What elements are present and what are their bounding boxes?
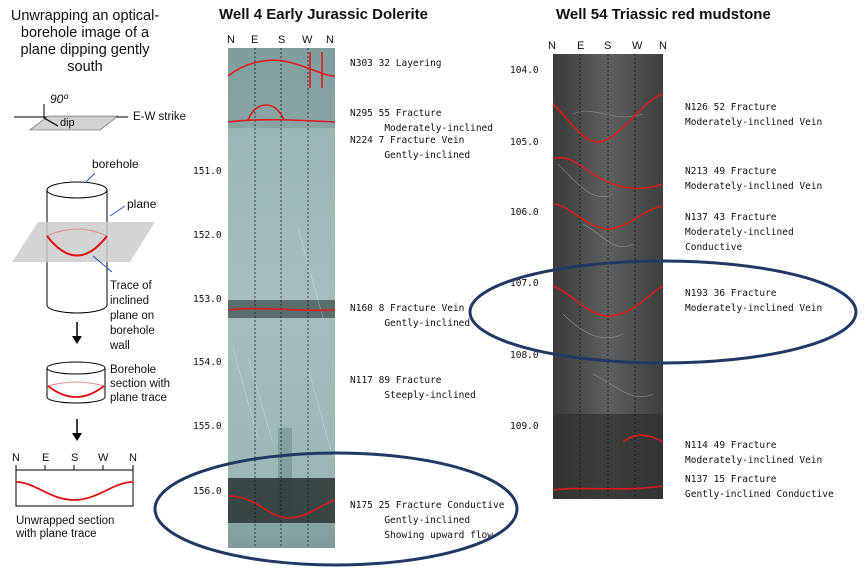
annotation: N303 32 Layering [350, 58, 442, 69]
borehole-label: borehole [92, 157, 139, 171]
depth-label: 151.0 [193, 166, 222, 177]
unwrapped-label: Unwrapped section with plane trace [16, 515, 115, 540]
arrow-down-icon [72, 322, 82, 344]
well4-trace-steep [309, 52, 323, 88]
annotation: N117 89 Fracture Steeply-inclined [350, 375, 476, 401]
compass-s: S [278, 34, 286, 46]
well4-trace-vein [228, 118, 335, 123]
compass-e: E [577, 40, 585, 52]
dip-label: dip [60, 117, 75, 129]
compass-n: N [129, 452, 137, 464]
well54-trace-vein [622, 434, 663, 443]
depth-label: 105.0 [510, 137, 539, 148]
annotation: N193 36 Fracture Moderately-inclined Vei… [685, 288, 823, 314]
borehole-section [46, 361, 106, 404]
depth-label: 156.0 [193, 486, 222, 497]
compass-n: N [12, 452, 20, 464]
depth-label: 104.0 [510, 65, 539, 76]
depth-label: 154.0 [193, 357, 222, 368]
compass-e: E [251, 34, 259, 46]
intro-diagram [12, 104, 155, 507]
compass-s: S [71, 452, 79, 464]
compass-w: W [302, 34, 313, 46]
intro-title: Unwrapping an optical-borehole image of … [10, 8, 160, 75]
compass-s: S [604, 40, 612, 52]
well54-trace-conductive [553, 485, 663, 491]
well54-trace-vein [553, 156, 663, 190]
well54-trace-vein [553, 93, 663, 143]
strike-dip-symbol [14, 104, 128, 131]
annotation: N213 49 Fracture Moderately-inclined Vei… [685, 166, 823, 192]
annotation: N137 43 Fracture Moderately-inclined Con… [685, 212, 794, 253]
strike-label: E-W strike [133, 111, 187, 123]
well54-trace-conductive [553, 203, 663, 230]
well4-trace-vein [228, 307, 335, 312]
trace-label: Trace of inclined plane on borehole wall [110, 280, 155, 352]
depth-label: 109.0 [510, 421, 539, 432]
compass-n: N [227, 34, 235, 46]
depth-label: 152.0 [193, 230, 222, 241]
angle-label: 90º [50, 92, 68, 106]
annotation: N224 7 Fracture Vein Gently-inclined [350, 135, 471, 161]
annotation: N126 52 Fracture Moderately-inclined Vei… [685, 102, 823, 128]
depth-label: 155.0 [193, 421, 222, 432]
compass-n: N [326, 34, 334, 46]
well4-borehole-image [228, 48, 335, 548]
compass-n: N [659, 40, 667, 52]
compass-e: E [42, 452, 50, 464]
depth-label: 153.0 [193, 294, 222, 305]
plane-label: plane [127, 197, 157, 211]
depth-label: 106.0 [510, 207, 539, 218]
compass-w: W [98, 452, 109, 464]
depth-label: 108.0 [510, 350, 539, 361]
depth-label: 107.0 [510, 278, 539, 289]
borehole-cylinder [12, 172, 155, 314]
compass-w: W [632, 40, 643, 52]
annotation: N137 15 Fracture Gently-inclined Conduct… [685, 474, 834, 500]
section-label: Borehole section with plane trace [110, 364, 171, 404]
annotation: N160 8 Fracture Vein Gently-inclined [350, 303, 471, 329]
unwrapped-section [15, 465, 134, 507]
annotation: N175 25 Fracture Conductive Gently-incli… [350, 500, 505, 541]
annotation: N114 49 Fracture Moderately-inclined Vei… [685, 440, 823, 466]
well54-borehole-image [553, 54, 663, 499]
well54-title: Well 54 Triassic red mudstone [556, 6, 771, 23]
compass-n: N [548, 40, 556, 52]
arrow-down-icon [72, 419, 82, 441]
well4-trace-fracture [247, 104, 285, 121]
well4-title: Well 4 Early Jurassic Dolerite [219, 6, 428, 23]
annotation: N295 55 Fracture Moderately-inclined [350, 108, 493, 134]
